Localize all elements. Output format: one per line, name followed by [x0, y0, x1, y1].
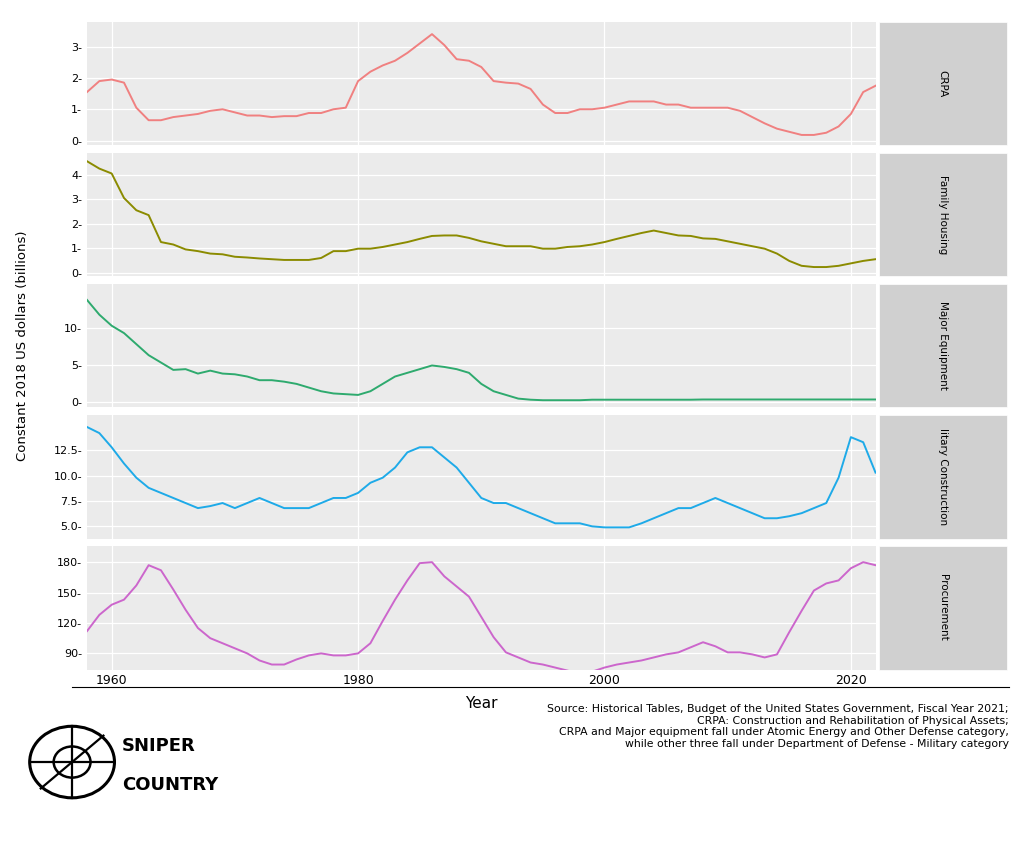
Text: SNIPER: SNIPER — [122, 738, 196, 755]
Text: Major Equipment: Major Equipment — [938, 302, 947, 390]
Text: CRPA: CRPA — [938, 70, 947, 97]
X-axis label: Year: Year — [465, 696, 498, 711]
Text: Procurement: Procurement — [938, 575, 947, 641]
Text: Family Housing: Family Housing — [938, 175, 947, 254]
Text: Source: Historical Tables, Budget of the United States Government, Fiscal Year 2: Source: Historical Tables, Budget of the… — [547, 704, 1009, 749]
Text: Constant 2018 US dollars (billions): Constant 2018 US dollars (billions) — [16, 231, 29, 461]
Text: litary Construction: litary Construction — [938, 429, 947, 525]
Text: COUNTRY: COUNTRY — [122, 777, 218, 794]
